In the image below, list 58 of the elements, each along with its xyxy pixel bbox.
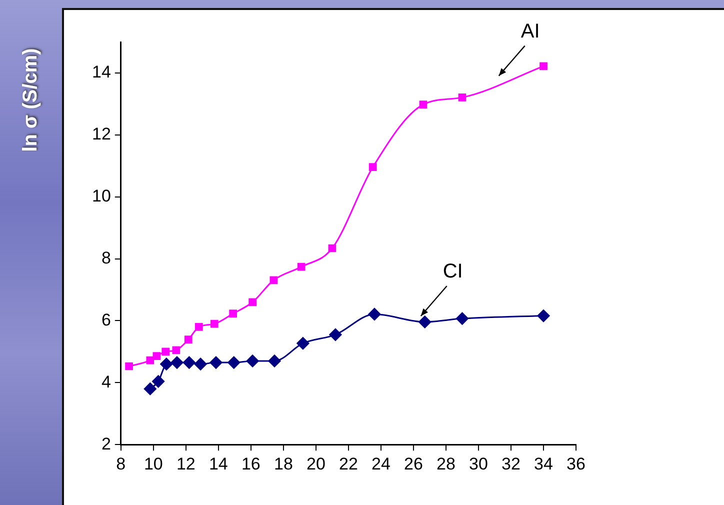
point: [296, 337, 310, 350]
point: [162, 348, 170, 356]
y-tick-label: 8: [101, 248, 111, 268]
point: [210, 356, 222, 369]
point: [210, 320, 218, 328]
x-tick-label: 12: [176, 454, 196, 474]
series-label: AI: [520, 20, 540, 42]
point: [146, 356, 154, 364]
point: [368, 163, 377, 172]
point: [152, 375, 165, 388]
x-tick-label: 16: [241, 454, 260, 474]
x-tick-label: 8: [116, 454, 126, 474]
x-tick-label: 26: [404, 454, 423, 474]
x-tick-label: 32: [502, 454, 520, 474]
y-tick-label: 6: [101, 310, 111, 330]
x-tick-label: 30: [469, 454, 488, 474]
point: [125, 362, 133, 370]
point: [172, 346, 180, 354]
point: [297, 262, 306, 271]
x-tick-label: 24: [372, 454, 390, 474]
point: [184, 336, 192, 344]
x-tick-label: 28: [436, 454, 456, 474]
point: [368, 308, 381, 320]
point: [537, 310, 550, 322]
point: [418, 316, 432, 328]
point: [229, 310, 237, 318]
x-tick-label: 14: [208, 454, 228, 474]
point: [160, 358, 173, 370]
point: [540, 62, 548, 70]
x-tick-label: 34: [534, 454, 553, 474]
y-tick-label: 12: [92, 124, 111, 144]
point: [458, 94, 466, 102]
point: [270, 276, 278, 284]
x-tick-label: 18: [274, 454, 293, 474]
y-tick-label: 4: [101, 372, 111, 392]
point: [182, 356, 196, 369]
series-label: CI: [442, 260, 463, 282]
y-tick-label: 10: [92, 186, 111, 206]
point: [152, 352, 161, 360]
point: [144, 382, 156, 396]
point: [329, 328, 342, 341]
y-axis-title: ln σ (S/cm): [20, 48, 42, 152]
point: [194, 322, 203, 331]
x-tick-label: 22: [338, 454, 358, 474]
x-tick-label: 20: [306, 454, 326, 474]
x-tick-label: 36: [566, 454, 586, 474]
y-tick-label: 14: [92, 62, 111, 82]
y-tick-label: 2: [101, 434, 111, 454]
point: [456, 312, 468, 325]
point: [246, 354, 259, 368]
x-tick-label: 10: [144, 454, 163, 474]
point: [328, 244, 336, 252]
point: [419, 100, 428, 108]
point: [170, 356, 184, 369]
point: [228, 356, 240, 369]
point: [248, 298, 256, 306]
point: [268, 354, 281, 368]
point: [194, 358, 207, 370]
